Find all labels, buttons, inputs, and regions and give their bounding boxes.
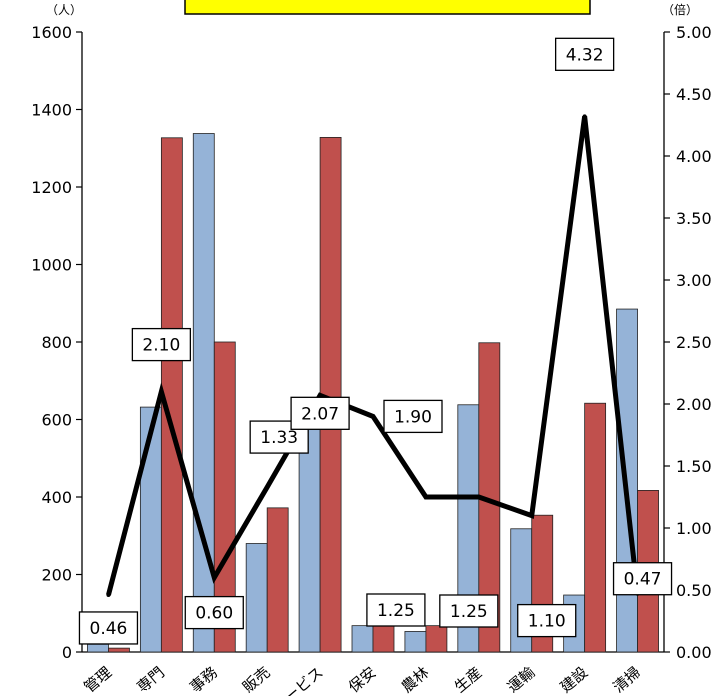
ratio-label: 4.32 (566, 45, 604, 65)
category-label: 生産 (451, 663, 486, 696)
bar-series-1 (87, 643, 109, 653)
ratio-label: 1.33 (260, 428, 298, 448)
category-label: 運輸 (504, 663, 539, 696)
right-tick-label: 1.00 (676, 519, 712, 538)
ratio-point (106, 592, 111, 597)
ratio-point (371, 414, 375, 419)
bar-series-1 (351, 625, 374, 653)
ratio-label-box (290, 396, 350, 430)
category-label: 管理 (80, 663, 115, 696)
left-tick-label: 600 (41, 411, 72, 430)
category-label: サービス (269, 663, 327, 696)
left-tick-label: 1600 (31, 23, 72, 42)
ratio-label: 0.47 (624, 570, 662, 590)
ratio-label-box (131, 327, 192, 362)
bar-series-2 (425, 625, 448, 653)
ratio-point (212, 575, 217, 580)
left-tick-label: 400 (41, 488, 72, 507)
right-tick-label: 4.50 (676, 85, 712, 104)
ratio-label: 2.07 (301, 404, 339, 424)
category-label: 専門 (133, 663, 168, 696)
ratio-labels: 0.46 2.10 0.60 1.332.07 1.90 1.25 1.25 1.10 4.32… (78, 37, 673, 645)
bar-series-1 (245, 543, 268, 653)
ratio-label-box (366, 593, 426, 627)
ratio-label-box (554, 37, 615, 71)
left-tick-label: 200 (41, 566, 72, 585)
ratio-point (476, 495, 481, 499)
left-tick-label: 0 (62, 643, 72, 662)
right-tick-label: 4.00 (676, 147, 712, 166)
ratio-point (265, 485, 270, 490)
ratio-label: 1.90 (394, 407, 432, 427)
category-label: 保安 (345, 663, 380, 696)
ratio-point (582, 114, 587, 119)
title-box (184, 0, 591, 15)
bar-series-2 (266, 507, 289, 653)
ratio-label-box (612, 562, 673, 596)
left-tick-label: 1200 (31, 178, 72, 197)
bar-series-1 (404, 631, 427, 653)
left-tick-label: 1400 (31, 101, 72, 120)
right-tick-label: 5.00 (676, 23, 712, 42)
right-axis-ticks: 0.00 0.50 1.00 1.50 2.00 2.50 3.00 3.50 4.00 4.50… (664, 23, 712, 662)
category-label: 建設 (557, 663, 592, 696)
left-tick-label: 1000 (31, 256, 72, 275)
category-label: 事務 (186, 663, 221, 696)
ratio-label: 1.25 (377, 601, 415, 621)
right-tick-label: 3.50 (676, 209, 712, 228)
ratio-label-box (439, 594, 499, 628)
ratio-label: 1.25 (450, 602, 488, 622)
bar-series-2 (108, 647, 130, 653)
category-label: 農林 (398, 663, 433, 696)
left-axis-unit: （人） (46, 3, 82, 17)
ratio-point (423, 495, 428, 499)
right-tick-label: 0.00 (676, 643, 712, 662)
right-tick-label: 2.50 (676, 333, 712, 352)
ratio-label-box (184, 595, 244, 630)
ratio-point (318, 393, 323, 398)
category-label: 清掃 (610, 663, 645, 696)
right-tick-label: 2.00 (676, 395, 712, 414)
bar-series-1 (139, 406, 162, 653)
bar-series-2 (584, 402, 607, 653)
category-label: 販売 (239, 663, 274, 696)
right-tick-label: 0.50 (676, 581, 712, 600)
ratio-label: 0.46 (90, 619, 128, 639)
ratio-label-box (383, 399, 443, 434)
ratio-label-box (78, 611, 139, 645)
ratio-label: 1.10 (528, 612, 566, 632)
ratio-label: 2.10 (142, 336, 180, 356)
ratio-point (529, 513, 534, 518)
right-axis-unit: （倍） (662, 2, 698, 17)
left-tick-label: 800 (41, 333, 72, 352)
bar-series-2 (213, 341, 236, 653)
ratio-label: 0.60 (195, 604, 233, 624)
ratio-label-box (517, 603, 577, 638)
right-tick-label: 1.50 (676, 457, 712, 476)
ratio-point (159, 389, 164, 394)
right-tick-label: 3.00 (676, 271, 712, 290)
left-axis-ticks: 0 200 400 600 800 1000 1200 1400 1600 (31, 23, 82, 662)
